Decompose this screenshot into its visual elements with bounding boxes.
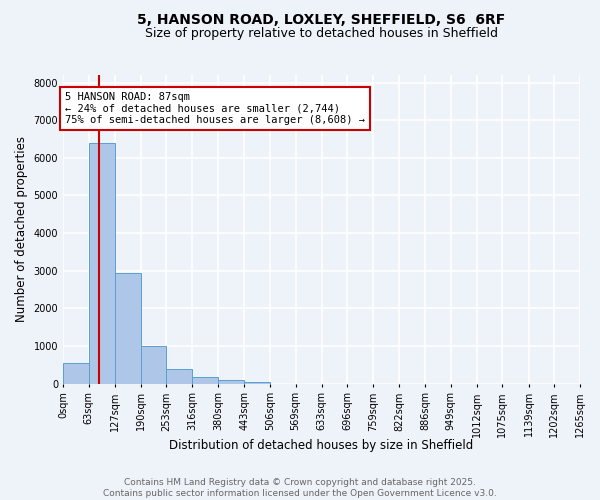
Text: 5, HANSON ROAD, LOXLEY, SHEFFIELD, S6  6RF: 5, HANSON ROAD, LOXLEY, SHEFFIELD, S6 6R… [137, 12, 506, 26]
Bar [218, 380, 244, 384]
Bar [140, 346, 166, 384]
Bar [63, 363, 89, 384]
Bar [192, 377, 218, 384]
Bar [166, 370, 192, 384]
Bar [244, 382, 270, 384]
Text: 5 HANSON ROAD: 87sqm
← 24% of detached houses are smaller (2,744)
75% of semi-de: 5 HANSON ROAD: 87sqm ← 24% of detached h… [65, 92, 365, 125]
Bar [89, 142, 115, 384]
Y-axis label: Number of detached properties: Number of detached properties [15, 136, 28, 322]
Bar [115, 272, 140, 384]
Text: Contains HM Land Registry data © Crown copyright and database right 2025.
Contai: Contains HM Land Registry data © Crown c… [103, 478, 497, 498]
X-axis label: Distribution of detached houses by size in Sheffield: Distribution of detached houses by size … [169, 440, 473, 452]
Text: Size of property relative to detached houses in Sheffield: Size of property relative to detached ho… [145, 28, 498, 40]
